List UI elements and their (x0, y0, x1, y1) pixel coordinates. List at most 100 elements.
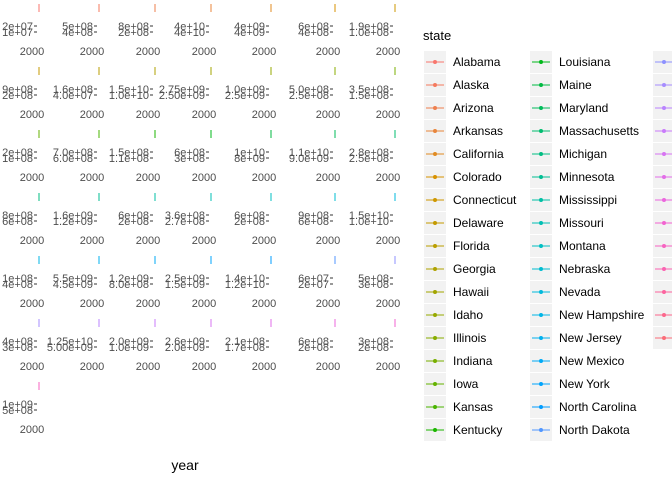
x-tick-label: 2000 (252, 172, 276, 184)
facet-panel: 5.0e+082.5e+08 2000 (289, 67, 340, 121)
legend-key-point (662, 313, 666, 317)
legend-entry: Minnesota (530, 166, 615, 188)
y-tick-label: 8e+08 (2, 210, 33, 222)
legend-key-point (433, 382, 437, 386)
legend-key-point (539, 428, 543, 432)
legend-label: Arizona (453, 101, 494, 115)
y-tick-label: 1.1e+08 (109, 153, 149, 165)
y-tick-label: 1.5e+08 (349, 90, 389, 102)
y-tick-label: 2.7e+08 (165, 216, 205, 228)
y-tick-label: 1.4e+10 (225, 273, 265, 285)
y-tick-label: 2.5e+09 (225, 90, 265, 102)
x-tick-label: 2000 (136, 46, 160, 58)
legend-entry (653, 327, 672, 349)
legend-label: Delaware (453, 216, 504, 230)
legend-label: Iowa (453, 377, 479, 391)
legend-entry (653, 120, 672, 142)
legend-entry (653, 281, 672, 303)
x-axis-title: year (171, 457, 199, 473)
legend-entry (653, 97, 672, 119)
facet-panel: 1.0e+092.5e+09 2000 (225, 67, 276, 121)
legend-label: New Mexico (559, 354, 625, 368)
legend-entry: Illinois (424, 327, 486, 349)
legend-entry: Arkansas (424, 120, 503, 142)
legend-entry: Kansas (424, 396, 493, 418)
x-tick-label: 2000 (192, 361, 216, 373)
legend-key-point (539, 244, 543, 248)
legend-label: Hawaii (453, 285, 489, 299)
y-tick-label: 2.0e+09 (109, 336, 149, 348)
x-tick-label: 2000 (376, 172, 400, 184)
legend-label: North Carolina (559, 400, 637, 414)
x-tick-label: 2000 (136, 361, 160, 373)
legend-key-point (433, 244, 437, 248)
y-tick-label: 6e+08 (298, 21, 329, 33)
y-tick-label: 5.5e+09 (53, 273, 93, 285)
x-tick-label: 2000 (80, 172, 104, 184)
y-tick-label: 2.50e+09 (159, 90, 205, 102)
x-tick-label: 2000 (20, 424, 44, 436)
y-tick-label: 1.2e+10 (225, 279, 265, 291)
y-tick-label: 1e+09 (2, 399, 33, 411)
legend-entry: Maryland (530, 97, 608, 119)
y-tick-label: 4.5e+09 (53, 279, 93, 291)
legend-label: Massachusetts (559, 124, 639, 138)
y-tick-label: 4e+08 (62, 27, 93, 39)
legend-label: Minnesota (559, 170, 615, 184)
legend-key-point (433, 221, 437, 225)
y-tick-label: 2.8e+08 (349, 147, 389, 159)
x-tick-label: 2000 (252, 298, 276, 310)
legend-label: North Dakota (559, 423, 630, 437)
y-tick-label: 6e+08 (118, 210, 149, 222)
y-tick-label: 5e+08 (2, 405, 33, 417)
y-tick-label: 1.0e+09 (109, 342, 149, 354)
legend-label: Nebraska (559, 262, 611, 276)
facet-panel: 1.2e+098.0e+08 2000 (109, 256, 160, 310)
legend-label: Arkansas (453, 124, 503, 138)
y-tick-label: 4e+08 (298, 27, 329, 39)
x-tick-label: 2000 (136, 109, 160, 121)
y-tick-label: 5.00e+09 (47, 342, 93, 354)
legend-key-point (433, 359, 437, 363)
legend-entry: Missouri (530, 212, 604, 234)
x-tick-label: 2000 (20, 298, 44, 310)
legend-entry (653, 212, 672, 234)
x-tick-label: 2000 (316, 172, 340, 184)
y-tick-label: 2.5e+08 (349, 153, 389, 165)
y-tick-label: 4e+10 (174, 21, 205, 33)
legend-entry (653, 304, 672, 326)
legend-key-point (433, 336, 437, 340)
legend-entry (653, 51, 672, 73)
y-tick-label: 1.6e+08 (53, 84, 93, 96)
facet-panel: 1.4e+101.2e+10 2000 (225, 256, 276, 310)
y-tick-label: 6e+08 (174, 147, 205, 159)
legend-key-point (662, 60, 666, 64)
facet-panel: 2.0e+091.0e+09 2000 (109, 319, 160, 373)
facet-panel: 1.6e+091.2e+09 2000 (53, 193, 104, 247)
facet-panel: 1.5e+101.0e+10 2000 (349, 193, 400, 247)
y-tick-label: 8e+08 (118, 21, 149, 33)
legend-key-point (662, 290, 666, 294)
x-tick-label: 2000 (80, 235, 104, 247)
legend-key-point (539, 106, 543, 110)
y-tick-label: 2e+08 (234, 216, 265, 228)
x-tick-label: 2000 (192, 172, 216, 184)
y-tick-label: 1.25e+10 (47, 336, 93, 348)
y-tick-label: 1e+07 (2, 27, 33, 39)
y-tick-label: 2e+08 (298, 342, 329, 354)
y-tick-label: 9e+08 (298, 210, 329, 222)
legend-key-point (433, 313, 437, 317)
legend-key-point (539, 152, 543, 156)
legend-entry (653, 166, 672, 188)
legend-entry (653, 74, 672, 96)
legend-label: Maryland (559, 101, 608, 115)
x-tick-label: 2000 (376, 46, 400, 58)
y-tick-label: 1.5e+10 (349, 210, 389, 222)
